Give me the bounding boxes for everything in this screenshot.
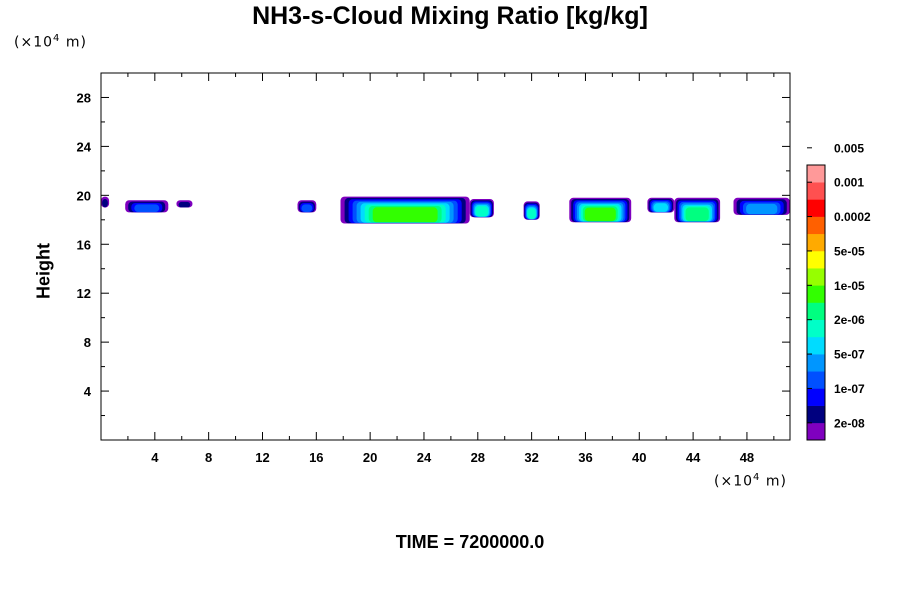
cloud-level xyxy=(178,201,191,208)
colorbar-swatch xyxy=(807,422,825,441)
colorbar-swatch xyxy=(807,354,825,372)
colorbar-swatch xyxy=(807,405,825,424)
cloud-level xyxy=(653,203,668,212)
colorbar-swatch xyxy=(807,199,825,217)
colorbar-swatch xyxy=(807,302,825,320)
x-tick-label: 16 xyxy=(309,450,323,465)
colorbar-label: 2e-08 xyxy=(834,416,865,430)
colorbar-label: 0.001 xyxy=(834,176,864,190)
x-tick-label: 4 xyxy=(151,450,159,465)
x-axis: 4 8 12 16 20 24 28 32 36 40 44 48 xyxy=(127,73,775,465)
x-tick-label: 36 xyxy=(578,450,592,465)
y-tick-label: 16 xyxy=(77,237,91,252)
cloud-level xyxy=(685,207,709,222)
cloud-layer-group xyxy=(101,196,790,224)
x-unit-suffix: m) xyxy=(760,473,787,490)
cloud-level xyxy=(584,207,616,222)
cloud-patch xyxy=(523,201,540,220)
cloud-level xyxy=(746,203,778,215)
x-unit-prefix: (×10 xyxy=(714,473,754,490)
x-tick-label: 48 xyxy=(740,450,754,465)
cloud-patch xyxy=(647,197,675,213)
x-tick-label: 44 xyxy=(686,450,701,465)
colorbar-label: 1e-07 xyxy=(834,382,865,396)
y-tick-label: 8 xyxy=(84,335,91,350)
colorbar-label: 0.005 xyxy=(834,141,864,155)
chart-title: NH3-s-Cloud Mixing Ratio [kg/kg] xyxy=(252,2,648,30)
y-tick-label: 20 xyxy=(77,188,91,203)
y-tick-label: 4 xyxy=(84,384,92,399)
cloud-patch xyxy=(297,200,317,213)
colorbar-border xyxy=(806,164,826,441)
cloud-patch xyxy=(125,200,169,213)
plot-border xyxy=(100,72,791,441)
x-unit-exponent: 4 xyxy=(753,472,761,483)
colorbar-swatch xyxy=(807,388,825,406)
x-tick-label: 8 xyxy=(205,450,212,465)
colorbar-swatch xyxy=(807,285,825,303)
colorbar-label: 5e-07 xyxy=(834,348,865,362)
cloud-patch xyxy=(733,197,790,215)
time-label: TIME = 7200000.0 xyxy=(395,532,545,552)
plot-frame xyxy=(100,72,791,441)
x-tick-label: 28 xyxy=(471,450,485,465)
colorbar-swatch xyxy=(807,319,825,338)
x-tick-label: 40 xyxy=(632,450,646,465)
cloud-level xyxy=(102,199,108,208)
colorbar-swatch xyxy=(807,216,825,235)
colorbar-swatch xyxy=(807,250,825,269)
cloud-level xyxy=(372,207,438,223)
cloud-patch xyxy=(469,199,494,218)
cloud-level xyxy=(527,208,536,219)
cloud-patch xyxy=(340,196,470,224)
colorbar-swatch xyxy=(807,336,825,355)
x-tick-label: 20 xyxy=(363,450,377,465)
colorbar-swatch xyxy=(807,182,825,200)
y-unit-exponent: 4 xyxy=(53,33,61,44)
colorbar-label: 0.0002 xyxy=(834,210,871,224)
y-tick-label: 28 xyxy=(77,90,91,105)
colorbar-label: 1e-05 xyxy=(834,279,865,293)
colorbar-swatch xyxy=(807,268,825,286)
y-axis: 4 8 12 16 20 24 28 xyxy=(77,90,790,417)
colorbar-swatch xyxy=(807,371,825,389)
cloud-level xyxy=(301,204,313,212)
x-tick-label: 12 xyxy=(255,450,269,465)
y-tick-label: 12 xyxy=(77,286,91,301)
colorbar: 2e-08 1e-07 5e-07 2e-06 1e-05 5e-05 0.0002 0.00… xyxy=(806,141,871,441)
cloud-patch xyxy=(101,196,110,208)
cloud-patch xyxy=(569,197,632,223)
cloud-patch xyxy=(176,200,193,208)
y-unit-suffix: m) xyxy=(60,34,87,51)
cloud-level xyxy=(134,204,160,212)
colorbar-swatch xyxy=(807,165,825,183)
y-unit-label: (×104 m) xyxy=(14,33,87,51)
x-tick-label: 24 xyxy=(417,450,432,465)
cloud-level xyxy=(475,206,489,217)
colorbar-swatch xyxy=(807,233,825,252)
colorbar-label: 2e-06 xyxy=(834,313,865,327)
cloud-patch xyxy=(674,197,721,223)
y-unit-prefix: (×10 xyxy=(14,34,54,51)
x-tick-label: 32 xyxy=(524,450,538,465)
y-tick-label: 24 xyxy=(77,139,92,154)
x-unit-label: (×104 m) xyxy=(714,472,787,490)
colorbar-label: 5e-05 xyxy=(834,244,865,258)
